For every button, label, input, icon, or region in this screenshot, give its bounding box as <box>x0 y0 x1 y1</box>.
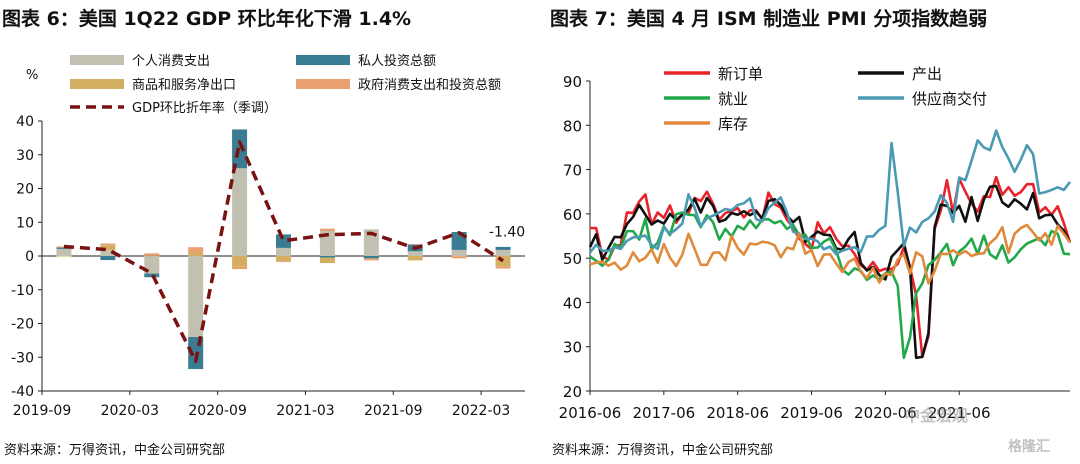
bar-segment <box>451 256 467 259</box>
y-tick-label: 90 <box>563 73 582 91</box>
series-line <box>588 129 1072 256</box>
bar-segment <box>407 251 423 256</box>
y-tick-label: 0 <box>25 249 34 265</box>
bar-segment <box>319 228 335 232</box>
corner-watermark: 格隆汇 <box>1008 439 1050 455</box>
y-tick-label: 40 <box>16 114 34 130</box>
bar-segment <box>144 255 160 257</box>
ism-chart-panel: 图表 7：美国 4 月 ISM 制造业 PMI 分项指数趋弱 20 30 40 50 6… <box>548 0 1080 464</box>
legend-swatch <box>70 79 124 89</box>
series-line <box>589 223 1072 285</box>
legend-swatch <box>70 55 124 65</box>
bar-segment <box>495 266 511 269</box>
bar-segment <box>232 266 248 270</box>
y-tick-label: 80 <box>563 117 582 135</box>
bar-segment <box>319 257 335 264</box>
y-tick-label: 40 <box>563 294 582 312</box>
bar-segment <box>100 245 116 251</box>
y-tick-label: -40 <box>11 384 34 400</box>
bar-segment <box>100 243 116 246</box>
wechat-watermark: 中金宏观 <box>904 406 969 425</box>
bar-segment <box>495 249 511 256</box>
bar-segment <box>276 234 291 248</box>
chart-title: 图表 6：美国 1Q22 GDP 环比年化下滑 1.4% <box>2 8 412 30</box>
y-axis-unit: % <box>26 68 38 83</box>
chart-title: 图表 7：美国 4 月 ISM 制造业 PMI 分项指数趋弱 <box>550 8 988 30</box>
legend-label: 供应商交付 <box>912 90 987 108</box>
bar-segment <box>319 231 335 256</box>
legend-label: 产出 <box>912 65 942 83</box>
y-tick-label: -20 <box>11 317 34 333</box>
legend-swatch <box>296 79 350 89</box>
x-tick-label: 2018-06 <box>706 404 769 422</box>
bar-segment <box>495 246 511 250</box>
bar-segment <box>144 256 160 274</box>
bar-segment <box>407 256 423 261</box>
y-tick-label: 50 <box>563 250 582 268</box>
bar-segment <box>276 261 291 263</box>
x-tick-label: 2020-06 <box>854 404 917 422</box>
bar-segment <box>495 256 511 267</box>
y-tick-label: 10 <box>16 215 34 231</box>
x-tick-label: 2021-09 <box>364 403 423 419</box>
legend-swatch <box>296 55 350 65</box>
y-tick-label: 60 <box>563 206 582 224</box>
legend-label: 就业 <box>718 90 748 108</box>
x-tick-label: 2022-03 <box>452 403 511 419</box>
bar-segment <box>56 256 72 257</box>
bar-segment <box>56 248 72 256</box>
x-tick-label: 2021-03 <box>276 403 335 419</box>
bar-segment <box>232 256 248 267</box>
bar-segment <box>276 256 291 262</box>
y-tick-label: 30 <box>563 339 582 357</box>
gdp-line <box>63 140 504 364</box>
bar-segment <box>363 258 379 260</box>
y-tick-label: 20 <box>16 182 34 198</box>
y-tick-label: 20 <box>563 383 582 401</box>
data-label: -1.40 <box>489 225 525 241</box>
bar-segment <box>144 273 160 278</box>
ism-chart: 20 30 40 50 60 70 80 90 2016-06 2017-06 2018-06 201… <box>559 65 1072 422</box>
bar-segment <box>407 244 423 245</box>
x-tick-label: 2020-03 <box>101 403 160 419</box>
bar-segment <box>100 250 116 256</box>
bar-segment <box>276 247 291 256</box>
x-tick-label: 2020-09 <box>188 403 247 419</box>
bar-segment <box>188 252 204 256</box>
bar-segment <box>363 259 379 261</box>
legend-label: 商品和服务净出口 <box>132 77 236 93</box>
x-tick-label: 2019-06 <box>780 404 843 422</box>
gdp-chart-panel: 图表 6：美国 1Q22 GDP 环比年化下滑 1.4% % -40 -30 -20 -… <box>2 8 525 458</box>
x-tick-label: 2017-06 <box>633 404 696 422</box>
bar-segment <box>100 256 116 261</box>
bar-segment <box>363 256 379 259</box>
gdp-chart: % -40 -30 -20 -10 0 10 20 30 40 2019-09 2020-03 2020… <box>11 53 525 419</box>
y-tick-label: 70 <box>563 162 582 180</box>
chart-source: 资料来源：万得资讯，中金公司研究部 <box>552 443 774 458</box>
bar-segment <box>451 249 467 256</box>
y-tick-label: -30 <box>11 350 34 366</box>
bar-segment <box>232 168 248 256</box>
legend-label: 新订单 <box>718 65 763 83</box>
bar-segment <box>451 256 467 257</box>
x-tick-label: 2019-09 <box>13 403 72 419</box>
x-tick-label: 2016-06 <box>559 404 622 422</box>
legend-label: 库存 <box>718 115 748 133</box>
legend-label: 私人投资总额 <box>358 53 436 69</box>
series-line <box>589 211 1071 360</box>
y-tick-label: -10 <box>11 283 34 299</box>
legend-label: 个人消费支出 <box>132 54 210 69</box>
bar-segment <box>144 253 160 256</box>
legend-label: 政府消费支出和投资总额 <box>358 77 501 93</box>
x-tick-label: 2021-06 <box>928 404 991 422</box>
bar-segment <box>188 256 204 337</box>
legend-label: GDP环比折年率（季调） <box>132 100 277 116</box>
series-line <box>588 184 1072 360</box>
series-line <box>590 175 1072 359</box>
bar-segment <box>319 256 335 258</box>
y-tick-label: 30 <box>16 148 34 164</box>
chart-source: 资料来源：万得资讯，中金公司研究部 <box>4 443 226 458</box>
bar-segment <box>188 247 204 253</box>
